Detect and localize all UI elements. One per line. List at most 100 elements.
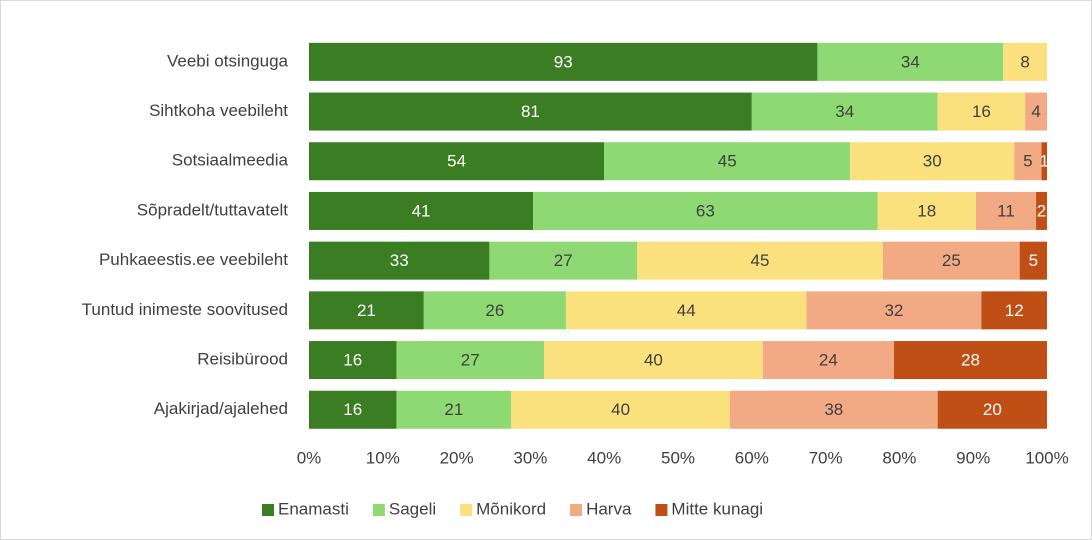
data-label: 24 bbox=[819, 351, 838, 370]
data-label: 41 bbox=[412, 201, 431, 220]
bar-segment bbox=[762, 341, 894, 380]
y-tick-label: Sotsiaalmeedia bbox=[172, 151, 289, 170]
bar-segment bbox=[1003, 42, 1047, 81]
bar-segment bbox=[604, 142, 851, 181]
legend-label: Harva bbox=[586, 499, 632, 518]
data-label: 32 bbox=[884, 301, 903, 320]
bar-segment bbox=[637, 241, 883, 280]
data-label: 81 bbox=[521, 102, 540, 121]
bar-segment bbox=[396, 341, 545, 380]
data-label: 30 bbox=[923, 152, 942, 171]
legend-item: Sageli bbox=[372, 499, 436, 518]
x-tick-label: 90% bbox=[956, 448, 990, 467]
legend-label: Sageli bbox=[389, 499, 436, 518]
bar-segment bbox=[1014, 142, 1042, 181]
data-label: 63 bbox=[696, 201, 715, 220]
legend-item: Harva bbox=[570, 499, 632, 518]
y-tick-label: Sihtkoha veebileht bbox=[149, 101, 288, 120]
legend-swatch bbox=[655, 504, 668, 516]
x-tick-label: 40% bbox=[587, 448, 621, 467]
bar-segment bbox=[981, 291, 1047, 330]
data-label: 5 bbox=[1023, 152, 1032, 171]
bar-segment bbox=[806, 291, 982, 330]
data-label: 4 bbox=[1031, 102, 1040, 121]
bar-segment bbox=[817, 42, 1004, 81]
x-tick-label: 60% bbox=[735, 448, 769, 467]
x-tick-label: 10% bbox=[366, 448, 400, 467]
legend-label: Mõnikord bbox=[476, 499, 546, 518]
data-label: 27 bbox=[554, 251, 573, 270]
data-label: 44 bbox=[677, 301, 696, 320]
data-label: 16 bbox=[343, 400, 362, 419]
data-label: 11 bbox=[997, 201, 1015, 220]
x-tick-label: 70% bbox=[809, 448, 843, 467]
y-tick-label: Reisibürood bbox=[197, 350, 288, 369]
legend-swatch bbox=[570, 504, 583, 516]
data-label: 21 bbox=[357, 301, 376, 320]
bar-segment bbox=[751, 92, 938, 131]
y-tick-label: Sõpradelt/tuttavatelt bbox=[137, 200, 288, 219]
bar-segment bbox=[309, 92, 752, 131]
data-label: 34 bbox=[835, 102, 854, 121]
data-label: 38 bbox=[824, 400, 843, 419]
bar-segment bbox=[396, 390, 512, 429]
y-tick-label: Tuntud inimeste soovitused bbox=[82, 300, 288, 319]
data-label: 45 bbox=[718, 152, 737, 171]
data-label: 40 bbox=[644, 351, 663, 370]
legend-item: Enamasti bbox=[262, 499, 349, 518]
bar-segment bbox=[544, 341, 763, 380]
data-label: 1 bbox=[1040, 152, 1049, 171]
bar-segment bbox=[511, 390, 730, 429]
bar-segment bbox=[309, 390, 397, 429]
bar-segment bbox=[309, 291, 424, 330]
data-label: 21 bbox=[444, 400, 463, 419]
bar-segment bbox=[533, 191, 878, 230]
data-label: 16 bbox=[343, 351, 362, 370]
data-label: 93 bbox=[554, 52, 573, 71]
data-label: 28 bbox=[961, 351, 980, 370]
data-label: 20 bbox=[983, 400, 1002, 419]
data-label: 8 bbox=[1020, 52, 1029, 71]
bar-segment bbox=[309, 42, 818, 81]
bar-segment bbox=[975, 191, 1037, 230]
y-tick-label: Ajakirjad/ajalehed bbox=[154, 399, 288, 418]
bar-segment bbox=[1041, 142, 1047, 181]
bar-segment bbox=[309, 191, 534, 230]
data-label: 27 bbox=[461, 351, 480, 370]
y-tick-label: Veebi otsinguga bbox=[167, 51, 289, 70]
data-label: 25 bbox=[942, 251, 961, 270]
data-label: 26 bbox=[485, 301, 504, 320]
data-label: 54 bbox=[447, 152, 466, 171]
bar-segment bbox=[883, 241, 1020, 280]
data-label: 40 bbox=[611, 400, 630, 419]
bar-segment bbox=[489, 241, 637, 280]
bar-segment bbox=[309, 241, 490, 280]
legend-swatch bbox=[372, 504, 385, 516]
data-label: 2 bbox=[1037, 201, 1046, 220]
bar-segment bbox=[877, 191, 976, 230]
legend-label: Enamasti bbox=[278, 499, 349, 518]
data-label: 16 bbox=[972, 102, 991, 121]
bar-segment bbox=[937, 92, 1026, 131]
bar-segment bbox=[1036, 191, 1047, 230]
data-label: 5 bbox=[1029, 251, 1038, 270]
bar-segment bbox=[729, 390, 938, 429]
x-tick-label: 0% bbox=[297, 448, 322, 467]
legend-item: Mõnikord bbox=[460, 499, 546, 518]
bar-segment bbox=[1025, 92, 1047, 131]
x-tick-label: 80% bbox=[882, 448, 916, 467]
x-tick-label: 50% bbox=[661, 448, 695, 467]
x-tick-label: 100% bbox=[1025, 448, 1068, 467]
bar-segment bbox=[850, 142, 1015, 181]
legend-swatch bbox=[460, 504, 473, 516]
x-tick-label: 30% bbox=[513, 448, 547, 467]
data-label: 34 bbox=[901, 52, 920, 71]
bar-segment bbox=[1019, 241, 1047, 280]
legend-label: Mitte kunagi bbox=[671, 499, 763, 518]
bar-segment bbox=[309, 142, 605, 181]
data-label: 33 bbox=[390, 251, 409, 270]
legend-item: Mitte kunagi bbox=[655, 499, 763, 518]
bar-segment bbox=[565, 291, 807, 330]
bar-segment bbox=[893, 341, 1047, 380]
